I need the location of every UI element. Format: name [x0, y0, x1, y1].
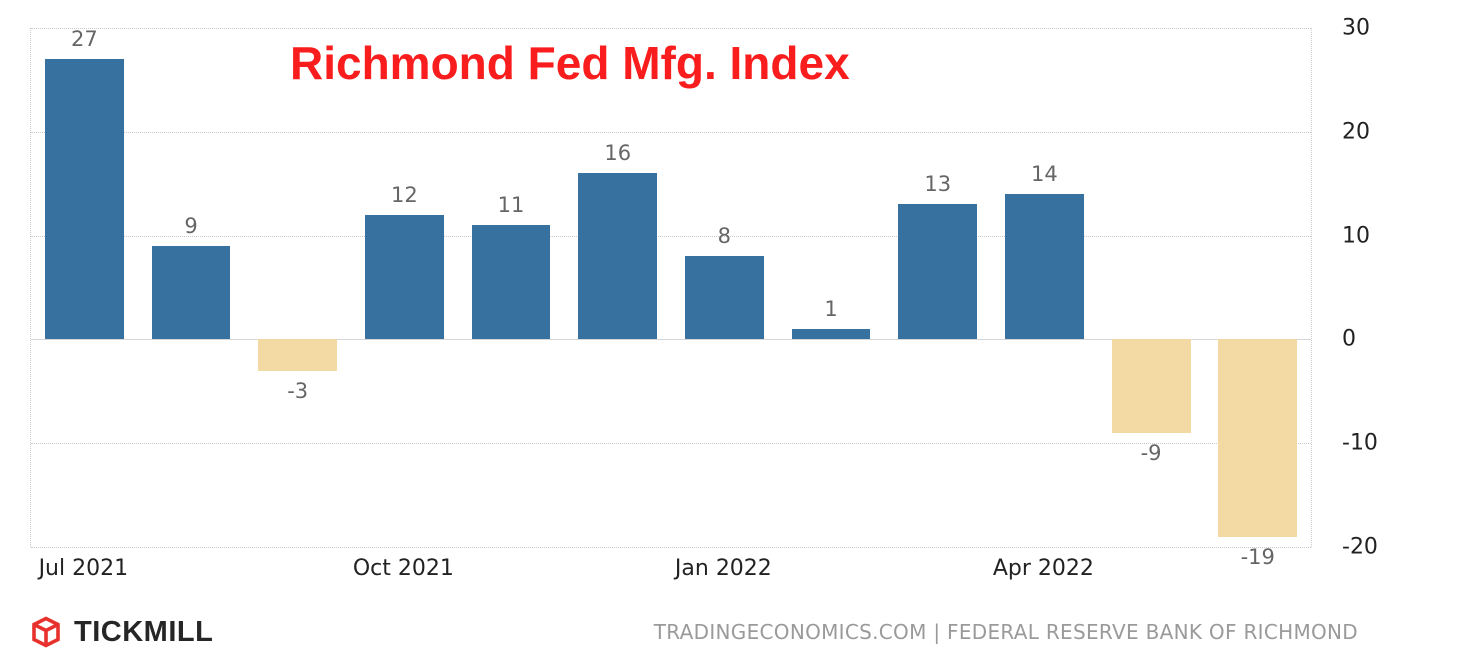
chart-title: Richmond Fed Mfg. Index — [290, 37, 850, 89]
x-tick-label: Oct 2021 — [352, 556, 454, 581]
bar-mar-2022[interactable] — [898, 204, 978, 340]
bar-slot: 12 — [351, 28, 458, 547]
x-tick-label: Apr 2022 — [992, 556, 1094, 581]
y-tick-label: 20 — [1342, 119, 1370, 145]
x-slot-empty — [1097, 556, 1204, 581]
bar-value-label: -3 — [287, 378, 309, 403]
tickmill-icon — [32, 616, 60, 648]
x-slot-empty — [563, 556, 670, 581]
bar-slot: 1 — [778, 28, 885, 547]
plot-area: 27 9 -3 12 11 16 8 1 13 14 -9 -19 — [30, 27, 1312, 569]
gridline — [31, 443, 1311, 445]
x-slot-empty — [777, 556, 884, 581]
bar-sep-2021[interactable] — [258, 339, 338, 371]
gridline — [31, 235, 1311, 237]
x-tick-label: Jan 2022 — [674, 556, 772, 581]
x-slot-empty — [243, 556, 350, 581]
y-tick-label: 0 — [1342, 326, 1356, 352]
bar-slot: 11 — [458, 28, 565, 547]
y-tick-label: 30 — [1342, 15, 1370, 41]
bar-jun-2022[interactable] — [1218, 339, 1298, 537]
bar-feb-2022[interactable] — [791, 329, 871, 340]
bar-apr-2022[interactable] — [1004, 194, 1084, 340]
bar-jan-2022[interactable] — [684, 256, 764, 340]
bar-slot: -19 — [1204, 28, 1311, 569]
bar-value-label: 9 — [184, 213, 198, 238]
bar-value-label: 8 — [717, 224, 732, 249]
bar-jul-2021[interactable] — [44, 59, 124, 340]
gridline — [31, 339, 1311, 341]
bar-slot: 13 — [884, 28, 991, 547]
footer: TICKMILL TRADINGECONOMICS.COM | FEDERAL … — [0, 600, 1476, 664]
bar-slot: 16 — [564, 28, 671, 547]
bar-value-label: 11 — [497, 193, 525, 218]
attribution-text: TRADINGECONOMICS.COM | FEDERAL RESERVE B… — [653, 620, 1358, 644]
y-axis: 30 20 10 0 -10 -20 — [1342, 16, 1442, 560]
bar-slot: 27 — [31, 27, 138, 547]
bar-aug-2021[interactable] — [151, 245, 231, 340]
y-tick-label: -10 — [1342, 430, 1378, 456]
chart: 27 9 -3 12 11 16 8 1 13 14 -9 -19 Richmond Fed Mfg.… — [30, 15, 1442, 581]
x-slot-empty — [457, 556, 564, 581]
y-tick-label: -20 — [1342, 534, 1378, 560]
gridline — [31, 547, 1311, 548]
bar-dec-2021[interactable] — [578, 173, 658, 340]
bar-nov-2021[interactable] — [471, 225, 551, 340]
bar-value-label: 27 — [70, 27, 98, 52]
gridline — [31, 28, 1311, 29]
bar-value-label: -19 — [1240, 544, 1275, 569]
bar-slot: -3 — [244, 28, 351, 547]
x-slot-empty — [883, 556, 990, 581]
bar-value-label: 16 — [604, 141, 632, 166]
bar-value-label: 12 — [390, 182, 418, 207]
brand-name: TICKMILL — [74, 615, 214, 648]
brand-logo[interactable]: TICKMILL — [28, 614, 213, 650]
bar-value-label: 13 — [924, 172, 952, 197]
gridline — [31, 131, 1311, 133]
x-slot-empty — [137, 556, 244, 581]
bar-value-label: 1 — [824, 297, 838, 322]
bar-slot: -9 — [1098, 28, 1205, 547]
bar-value-label: 14 — [1031, 162, 1058, 187]
bar-series: 27 9 -3 12 11 16 8 1 13 14 -9 -19 — [31, 27, 1311, 569]
bar-slot: 8 — [671, 28, 778, 547]
x-axis: Jul 2021 Oct 2021 Jan 2022 Apr 2022 — [30, 556, 1310, 581]
bar-slot: 9 — [138, 28, 245, 547]
bar-oct-2021[interactable] — [364, 214, 444, 340]
bar-may-2022[interactable] — [1111, 339, 1191, 433]
y-tick-label: 10 — [1342, 223, 1370, 249]
bar-slot: 14 — [991, 28, 1098, 547]
x-slot-empty — [1203, 556, 1310, 581]
x-tick-label: Jul 2021 — [38, 556, 129, 581]
bar-value-label: -9 — [1140, 440, 1162, 465]
